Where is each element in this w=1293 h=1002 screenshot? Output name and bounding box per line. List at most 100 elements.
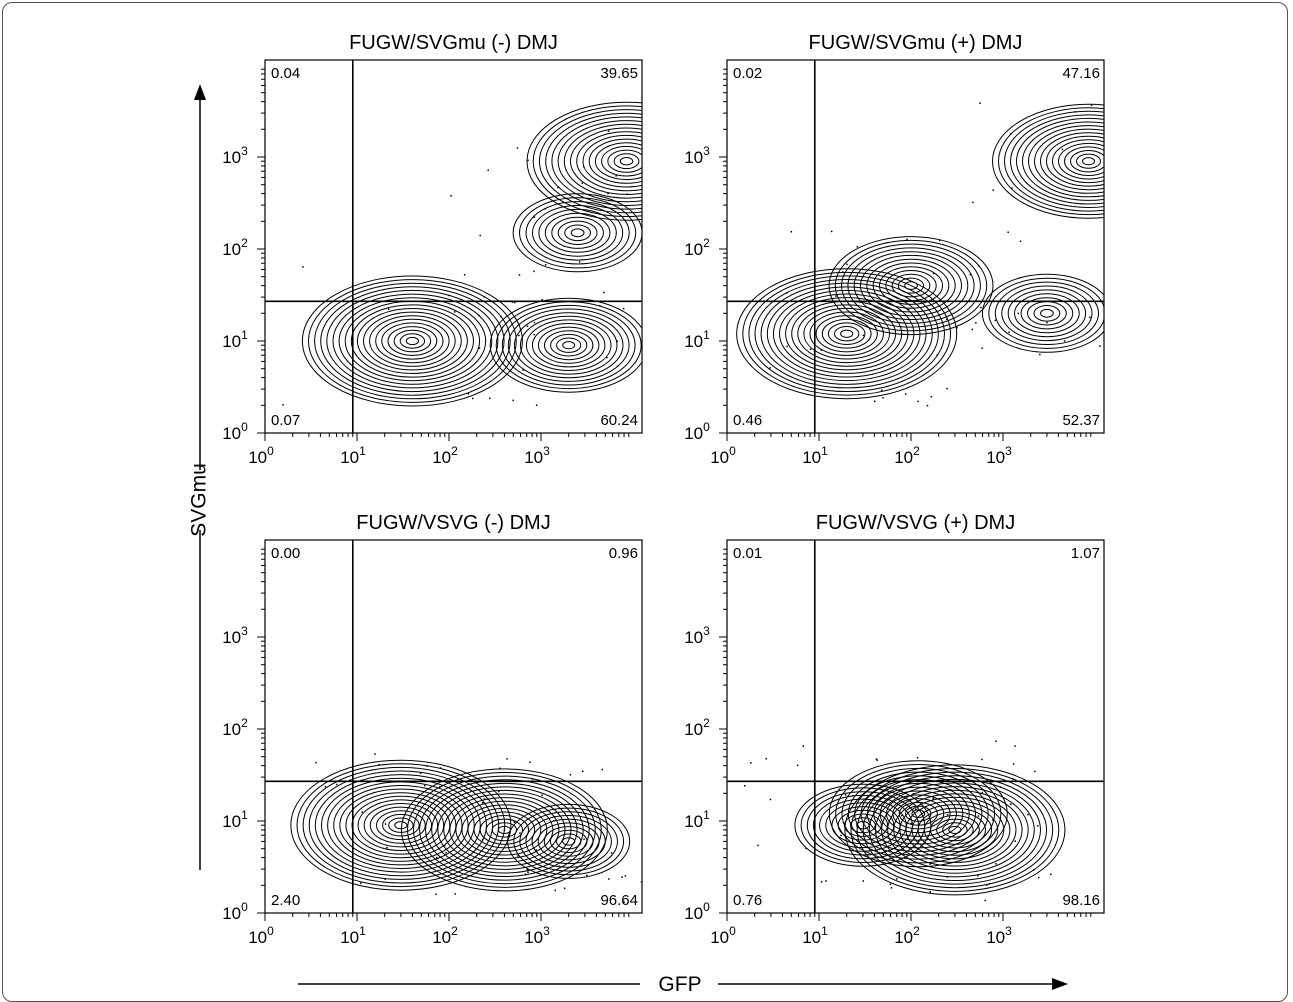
plot-panel-3: FUGW/VSVG (-) DMJ 0.00 0.96 2.40 96.64 100100…	[222, 512, 679, 947]
plot-frame	[726, 539, 1105, 914]
event-dot	[616, 340, 618, 342]
event-dot	[522, 369, 524, 371]
event-dot	[734, 223, 736, 225]
event-dot	[977, 265, 980, 267]
contour-ring	[1040, 132, 1104, 191]
contour-ring	[791, 300, 903, 367]
contour-ring	[904, 281, 918, 290]
event-dot	[994, 319, 997, 322]
event-dot	[626, 193, 628, 195]
event-dot	[544, 208, 546, 210]
event-dot	[971, 328, 973, 331]
event-dot	[518, 274, 521, 276]
quadrant-upper-right: 0.96	[609, 545, 638, 562]
event-dot	[503, 829, 506, 831]
event-dot	[386, 846, 388, 849]
event-dot	[472, 397, 474, 400]
contour-ring	[827, 322, 866, 346]
contour-ring	[819, 798, 907, 852]
event-dot	[796, 764, 799, 767]
x-tick-label: 102	[432, 924, 458, 947]
contour-ring	[1039, 308, 1054, 318]
event-dot	[302, 266, 304, 268]
contour-ring	[891, 273, 931, 298]
event-dot	[979, 102, 981, 104]
event-dot	[557, 186, 559, 189]
event-dot	[531, 778, 534, 780]
x-tick-label: 101	[340, 924, 366, 947]
y-tick-label: 100	[222, 900, 248, 923]
event-dot	[1017, 312, 1020, 315]
contour-layer	[290, 753, 679, 903]
event-dot	[1099, 345, 1101, 347]
contour-ring	[841, 767, 996, 860]
y-tick-label: 101	[222, 328, 248, 351]
contour-ring	[339, 788, 463, 862]
contour-ring	[1058, 142, 1104, 180]
contour-ring	[850, 768, 1060, 892]
contour-ring	[519, 811, 618, 872]
contour-ring	[394, 821, 408, 830]
event-dot	[946, 813, 949, 816]
event-dot	[541, 299, 543, 301]
event-dot	[907, 309, 910, 311]
event-dot	[677, 886, 679, 888]
quadrant-lower-left: 0.76	[733, 892, 762, 909]
contour-ring	[754, 279, 939, 389]
contour-ring	[388, 817, 414, 833]
contour-ring	[866, 258, 956, 313]
event-dot	[533, 270, 535, 273]
event-dot	[445, 851, 447, 854]
contour-ring	[797, 304, 897, 364]
x-tick-label: 103	[986, 924, 1012, 947]
event-dot	[926, 404, 929, 407]
contour-ring	[489, 297, 642, 393]
event-dot	[601, 768, 604, 771]
event-dot	[1063, 340, 1066, 342]
contour-ring	[879, 266, 943, 305]
contour-ring	[843, 813, 882, 837]
event-dot	[483, 296, 485, 298]
contour-ring	[806, 791, 919, 860]
contour-ring	[607, 149, 642, 173]
event-dot	[582, 770, 584, 772]
contour-ring	[588, 138, 642, 184]
contour-ring	[564, 224, 592, 242]
contour-ring	[443, 793, 566, 867]
event-dot	[527, 159, 529, 162]
contour-ring	[326, 289, 499, 393]
event-dot	[785, 292, 788, 294]
contour-ring	[399, 333, 426, 349]
contour-ring	[942, 822, 968, 838]
contour-ring	[803, 307, 890, 360]
event-dot	[862, 880, 864, 882]
quadrant-upper-right: 1.07	[1071, 545, 1100, 562]
contour-ring	[369, 315, 456, 367]
event-dot	[981, 347, 983, 349]
event-dot	[1154, 90, 1156, 92]
event-dot	[1061, 148, 1064, 151]
contour-ring	[872, 262, 950, 309]
contour-ring	[794, 783, 932, 867]
contour-ring	[551, 116, 642, 206]
event-dot	[624, 875, 627, 877]
event-dot	[875, 758, 878, 760]
contour-ring	[840, 329, 854, 338]
event-dot	[439, 767, 442, 769]
event-dot	[917, 806, 919, 809]
contour-ring	[860, 254, 962, 317]
event-dot	[1011, 187, 1013, 189]
event-dot	[936, 354, 938, 356]
plot-frame	[726, 59, 1105, 434]
event-dot	[1012, 778, 1014, 780]
event-dot	[526, 325, 529, 327]
event-dot	[563, 887, 566, 890]
quadrant-lower-left: 0.07	[271, 412, 300, 429]
contour-layer	[282, 101, 736, 407]
event-dot	[453, 311, 456, 313]
quadrant-upper-left: 0.00	[271, 545, 300, 562]
contour-ring	[537, 326, 600, 364]
event-dot	[645, 865, 647, 867]
contour-ring	[594, 142, 642, 181]
